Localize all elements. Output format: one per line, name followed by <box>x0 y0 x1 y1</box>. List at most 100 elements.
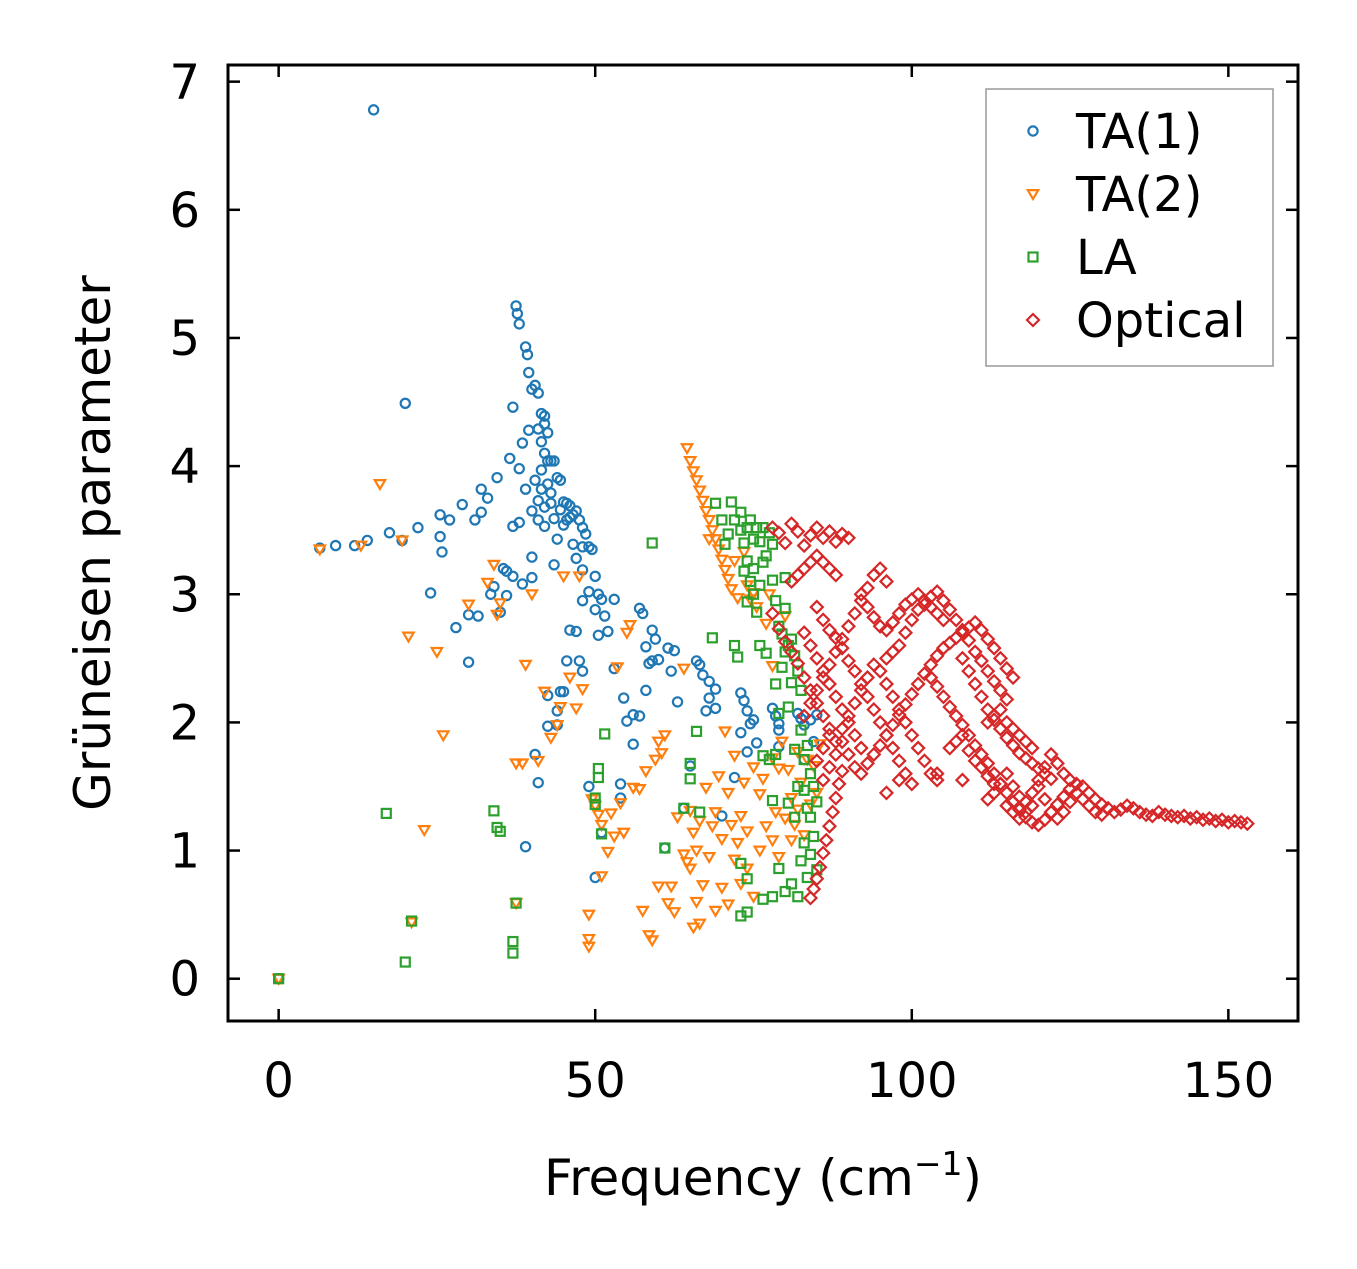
data-point <box>973 622 989 638</box>
data-point <box>424 587 437 599</box>
data-point <box>795 724 807 736</box>
data-point <box>804 848 817 861</box>
legend-item: LA <box>1027 230 1137 286</box>
data-point <box>733 878 748 891</box>
data-point <box>532 776 544 789</box>
data-point <box>796 670 812 686</box>
data-point <box>1005 778 1021 795</box>
data-point <box>518 659 533 672</box>
data-point <box>538 520 551 533</box>
data-point <box>755 773 771 786</box>
data-point <box>782 797 794 809</box>
data-point <box>1049 796 1065 812</box>
data-point <box>878 573 895 590</box>
data-point <box>550 719 565 733</box>
data-point <box>504 452 516 465</box>
data-point <box>705 525 720 538</box>
data-point <box>891 772 907 788</box>
y-tick-label: 1 <box>169 824 200 880</box>
data-point <box>798 753 810 766</box>
data-point <box>632 784 647 797</box>
data-point <box>732 651 744 663</box>
data-point <box>773 707 785 720</box>
data-point <box>697 669 709 681</box>
data-point <box>973 653 989 669</box>
data-point <box>532 514 544 526</box>
data-point <box>754 536 766 548</box>
data-point <box>709 702 722 715</box>
data-point <box>806 881 822 897</box>
data-point <box>954 727 970 743</box>
data-point <box>992 776 1008 792</box>
legend-marker <box>1025 189 1041 202</box>
data-point <box>561 655 573 667</box>
data-point <box>728 771 741 784</box>
data-point <box>640 641 652 653</box>
data-point <box>859 599 876 615</box>
data-point <box>529 474 541 486</box>
data-point <box>531 755 546 768</box>
data-point <box>760 647 772 659</box>
data-point <box>532 495 544 507</box>
data-point <box>828 644 844 660</box>
data-point <box>929 678 945 695</box>
data-point <box>434 530 446 543</box>
data-point <box>614 778 627 790</box>
data-point <box>1030 772 1046 788</box>
data-point <box>738 694 750 707</box>
data-point <box>664 881 679 894</box>
data-point <box>519 841 532 853</box>
data-point <box>510 897 522 909</box>
y-tick-label: 7 <box>169 55 200 111</box>
data-point <box>847 727 863 743</box>
data-point <box>785 677 798 689</box>
data-point <box>472 610 484 622</box>
data-point <box>878 785 895 801</box>
data-point <box>491 471 503 484</box>
data-point <box>556 571 571 584</box>
data-point <box>796 708 812 724</box>
data-point <box>652 653 665 666</box>
data-point <box>538 410 551 422</box>
data-point <box>595 828 608 840</box>
data-point <box>828 567 844 583</box>
data-point <box>773 862 785 875</box>
data-point <box>853 682 869 698</box>
data-point <box>802 637 819 654</box>
data-point <box>702 514 717 528</box>
data-point <box>684 757 696 770</box>
data-point <box>923 670 939 686</box>
data-point <box>961 743 977 759</box>
data-point <box>589 798 601 811</box>
data-point <box>475 506 487 518</box>
data-point <box>834 734 850 750</box>
data-point <box>783 644 800 660</box>
data-point <box>948 612 964 628</box>
data-point <box>747 563 760 575</box>
data-point <box>942 602 958 618</box>
data-point <box>785 878 798 890</box>
data-point <box>765 661 780 674</box>
data-point <box>910 740 926 756</box>
data-point <box>562 672 578 685</box>
data-point <box>592 629 605 641</box>
data-point <box>412 521 424 534</box>
data-point <box>708 807 723 820</box>
data-point <box>469 514 481 526</box>
data-point <box>693 659 706 671</box>
data-point <box>394 535 410 548</box>
data-point <box>741 873 753 885</box>
data-point <box>456 498 468 511</box>
data-point <box>725 496 737 508</box>
data-point <box>796 625 812 641</box>
x-tick-label: 150 <box>1183 1053 1275 1109</box>
data-point <box>627 738 639 750</box>
data-point <box>500 589 513 602</box>
data-point <box>519 483 532 495</box>
data-point <box>986 776 1002 792</box>
data-point <box>942 699 958 715</box>
data-point <box>489 609 505 622</box>
data-point <box>735 524 747 536</box>
data-point <box>815 612 831 628</box>
data-point <box>599 610 611 622</box>
